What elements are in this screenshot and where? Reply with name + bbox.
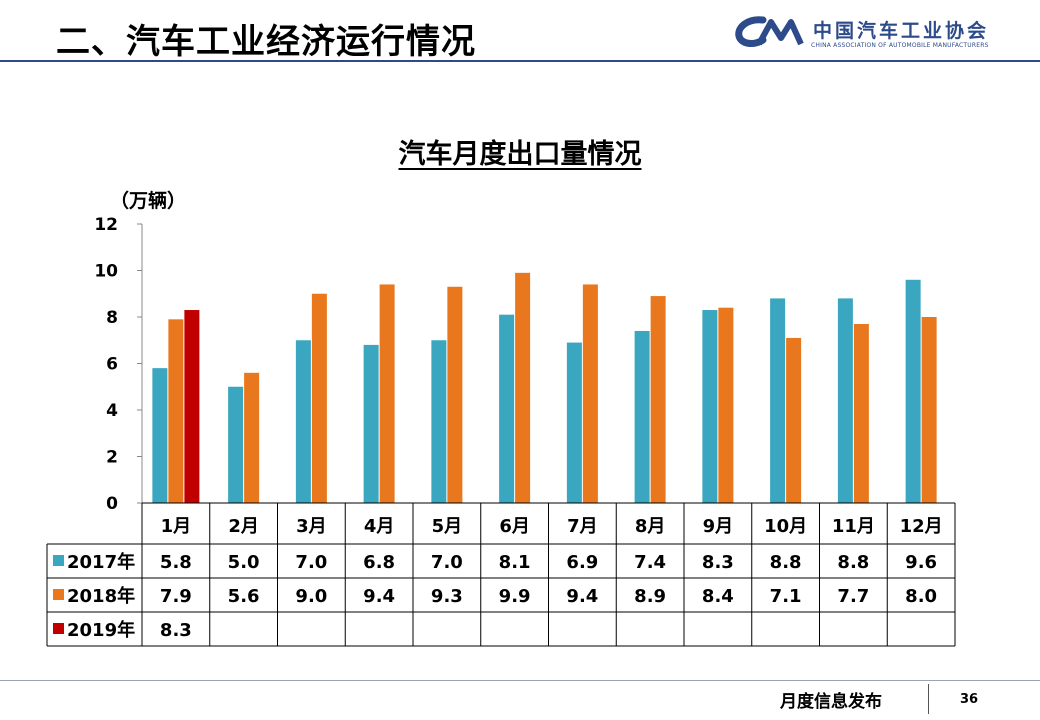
- legend-label-1: 2017年: [67, 551, 135, 573]
- data-label: 6.8: [363, 552, 395, 573]
- x-tick-label: 4月: [364, 516, 395, 537]
- data-label: 7.4: [634, 552, 666, 573]
- legend-label-2: 2018年: [67, 585, 135, 607]
- bar-2-1: [168, 319, 184, 503]
- logo-text-en: CHINA ASSOCIATION OF AUTOMOBILE MANUFACT…: [811, 42, 989, 49]
- bar-1-11: [837, 298, 853, 503]
- data-label: 8.9: [634, 586, 666, 607]
- y-tick-label: 8: [106, 308, 118, 328]
- bar-2-5: [447, 286, 463, 503]
- x-tick-label: 10月: [764, 516, 807, 537]
- x-tick-label: 2月: [228, 516, 259, 537]
- bar-1-5: [431, 340, 447, 503]
- x-tick-label: 8月: [635, 516, 666, 537]
- data-label: 7.0: [295, 552, 327, 573]
- bar-1-10: [770, 298, 786, 503]
- data-label: 5.0: [228, 552, 260, 573]
- data-label: 8.3: [702, 552, 734, 573]
- data-label: 8.0: [905, 586, 937, 607]
- x-tick-label: 3月: [296, 516, 327, 537]
- data-label: 7.1: [770, 586, 802, 607]
- bar-2-2: [244, 372, 260, 503]
- bar-1-2: [228, 386, 244, 503]
- data-label: 8.3: [160, 620, 192, 641]
- data-label: 9.4: [363, 586, 395, 607]
- legend-swatch-2: [53, 589, 64, 600]
- y-tick-label: 10: [94, 262, 118, 282]
- bar-2-4: [379, 284, 395, 503]
- bar-1-1: [152, 368, 168, 503]
- bar-1-8: [634, 330, 650, 503]
- data-label: 7.0: [431, 552, 463, 573]
- bar-2-12: [921, 317, 937, 503]
- page-number: 36: [960, 692, 979, 707]
- footer-separator: [928, 684, 929, 714]
- x-tick-label: 11月: [832, 516, 875, 537]
- bar-2-6: [515, 272, 531, 503]
- bar-2-7: [582, 284, 598, 503]
- footer-divider: [0, 680, 1040, 681]
- y-tick-label: 12: [94, 215, 118, 235]
- data-label: 8.8: [837, 552, 869, 573]
- bar-2-3: [311, 293, 327, 503]
- bar-2-11: [853, 323, 869, 503]
- legend-label-3: 2019年: [67, 619, 135, 641]
- data-label: 8.1: [499, 552, 531, 573]
- x-tick-label: 12月: [900, 516, 943, 537]
- bar-3-1: [184, 310, 200, 503]
- bar-1-9: [702, 310, 718, 503]
- y-tick-label: 0: [106, 494, 118, 514]
- legend-swatch-1: [53, 555, 64, 566]
- header-divider: [0, 60, 1040, 62]
- data-label: 8.4: [702, 586, 734, 607]
- x-tick-label: 9月: [703, 516, 734, 537]
- y-tick-label: 6: [106, 355, 118, 375]
- bar-1-6: [499, 314, 515, 503]
- logo-text-cn: 中国汽车工业协会: [813, 20, 990, 42]
- bar-1-3: [295, 340, 311, 503]
- data-label: 9.6: [905, 552, 937, 573]
- bar-1-12: [905, 279, 921, 503]
- chart-title: 汽车月度出口量情况: [398, 139, 642, 170]
- bar-chart: 0 2 4 6 8 10 12 1月 2月 3月 4月 5月 6月 7月 8月 9月 10月 11月 12月 2017…: [46, 215, 956, 647]
- data-label: 5.6: [228, 586, 260, 607]
- x-tick-label: 1月: [161, 516, 192, 537]
- caam-logo-icon: [735, 16, 804, 47]
- x-tick-label: 6月: [499, 516, 530, 537]
- footer-text: 月度信息发布: [780, 692, 882, 712]
- data-label: 6.9: [566, 552, 598, 573]
- bar-2-8: [650, 296, 666, 503]
- data-label: 7.7: [837, 586, 869, 607]
- bar-2-9: [718, 307, 734, 503]
- bar-1-4: [363, 344, 379, 503]
- data-label: 9.0: [295, 586, 327, 607]
- bar-2-10: [786, 337, 802, 503]
- data-label: 9.4: [566, 586, 598, 607]
- data-label: 7.9: [160, 586, 192, 607]
- data-label: 5.8: [160, 552, 192, 573]
- legend-swatch-3: [53, 623, 64, 634]
- caam-logo: 中国汽车工业协会 CHINA ASSOCIATION OF AUTOMOBILE…: [735, 14, 1005, 58]
- bar-1-7: [566, 342, 582, 503]
- y-axis-unit: （万辆）: [110, 190, 187, 212]
- data-label: 9.9: [499, 586, 531, 607]
- x-tick-label: 7月: [567, 516, 598, 537]
- data-label: 8.8: [770, 552, 802, 573]
- page-title: 二、汽车工业经济运行情况: [56, 22, 476, 62]
- data-label: 9.3: [431, 586, 463, 607]
- y-tick-label: 4: [106, 401, 118, 421]
- y-tick-label: 2: [106, 448, 118, 468]
- x-tick-label: 5月: [432, 516, 463, 537]
